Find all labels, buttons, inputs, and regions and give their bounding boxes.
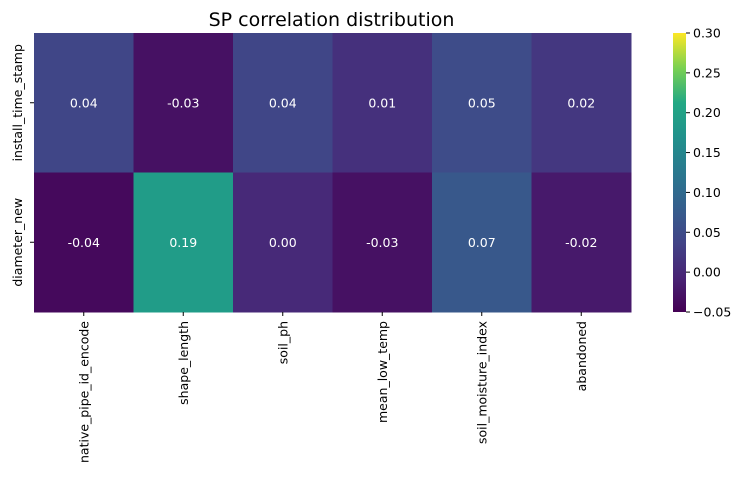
row-axis: install_time_stamp diameter_new	[10, 44, 34, 287]
heatmap-cells	[34, 33, 632, 313]
heatmap-cell-0-0	[34, 33, 134, 173]
cell-value-label-0-0: 0.04	[70, 95, 98, 110]
heatmap-cell-labels: 0.04 -0.03 0.04 0.01 0.05 0.02 -0.04 0.19 0.00 -0…	[68, 95, 598, 250]
heatmap-cell-1-2	[233, 172, 333, 313]
heatmap-cell-1-4	[432, 172, 532, 313]
colorbar-tick-label-1: 0.00	[693, 265, 721, 280]
heatmap-cell-0-5	[531, 33, 632, 173]
colorbar-tick-label-7: 0.30	[693, 26, 721, 41]
cell-value-label-0-5: 0.02	[567, 95, 595, 110]
heatmap-cell-0-3	[332, 33, 433, 173]
heatmap-cell-1-0	[34, 172, 134, 313]
heatmap-cell-0-1	[133, 33, 234, 173]
heatmap-cell-1-3	[332, 172, 433, 313]
heatmap-cell-1-1	[133, 172, 234, 313]
cell-value-label-1-5: -0.02	[565, 235, 597, 250]
column-label-5: abandoned	[574, 321, 589, 391]
column-label-4: soil_moisture_index	[474, 321, 489, 444]
colorbar-gradient	[673, 33, 686, 312]
column-label-2: soil_ph	[275, 321, 290, 364]
heatmap-cell-0-2	[233, 33, 333, 173]
column-label-3: mean_low_temp	[375, 321, 390, 423]
colorbar-tick-label-3: 0.10	[693, 185, 721, 200]
cell-value-label-0-1: -0.03	[167, 95, 199, 110]
cell-value-label-1-3: -0.03	[366, 235, 398, 250]
column-label-1: shape_length	[176, 321, 191, 405]
row-label-0: install_time_stamp	[10, 44, 25, 161]
cell-value-label-0-3: 0.01	[368, 95, 396, 110]
cell-value-label-1-1: 0.19	[169, 235, 197, 250]
cell-value-label-1-4: 0.07	[468, 235, 496, 250]
colorbar-tick-label-6: 0.25	[693, 65, 721, 80]
cell-value-label-1-0: -0.04	[68, 235, 100, 250]
cell-value-label-0-2: 0.04	[269, 95, 297, 110]
colorbar-tick-label-5: 0.20	[693, 105, 721, 120]
cell-value-label-0-4: 0.05	[468, 95, 496, 110]
colorbar-tick-label-4: 0.15	[693, 145, 721, 160]
colorbar: −0.05 0.00 0.05 0.10 0.15 0.20 0.25 0.30	[673, 26, 731, 320]
colorbar-tick-label-2: 0.05	[693, 225, 721, 240]
chart-title: SP correlation distribution	[209, 9, 455, 31]
row-label-1: diameter_new	[10, 198, 25, 287]
colorbar-tick-label-0: −0.05	[693, 305, 731, 320]
cell-value-label-1-2: 0.00	[269, 235, 297, 250]
column-axis: native_pipe_id_encode shape_length soil_ph…	[76, 312, 589, 463]
heatmap-cell-1-5	[531, 172, 632, 313]
heatmap-cell-0-4	[432, 33, 532, 173]
column-label-0: native_pipe_id_encode	[76, 321, 91, 463]
